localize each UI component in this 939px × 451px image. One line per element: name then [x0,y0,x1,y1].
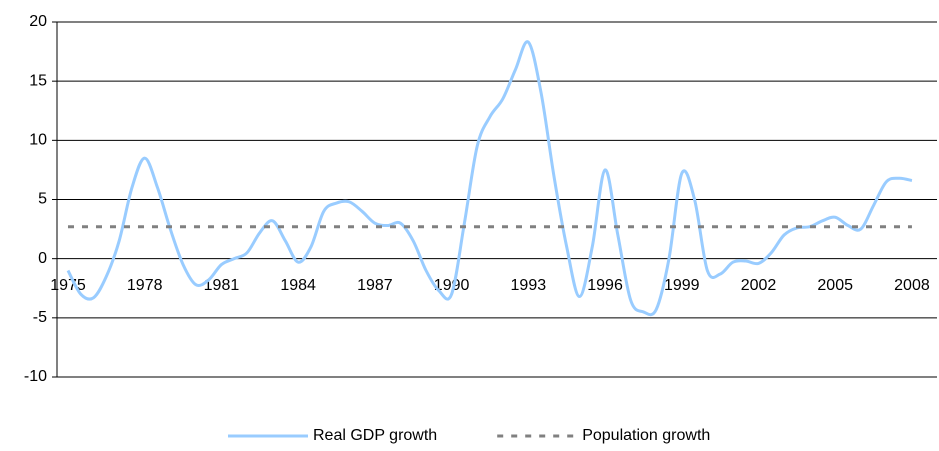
y-tick-label: 20 [29,13,47,30]
x-tick-label: 2002 [741,277,777,294]
x-tick-label: 1978 [127,277,163,294]
legend-label: Population growth [582,427,710,444]
x-tick-label: 1996 [587,277,623,294]
x-tick-label: 1975 [50,277,86,294]
y-tick-label: 5 [38,191,47,208]
y-tick-label: 0 [38,250,47,267]
x-tick-label: 1999 [664,277,700,294]
y-tick-label: -5 [33,309,47,326]
x-tick-label: 2005 [817,277,853,294]
y-tick-label: -10 [24,368,47,385]
x-tick-label: 1987 [357,277,393,294]
legend-label: Real GDP growth [313,427,437,444]
x-tick-label: 2008 [894,277,930,294]
x-tick-label: 1981 [204,277,240,294]
x-tick-label: 1993 [511,277,547,294]
data-line [66,40,913,317]
y-tick-label: 10 [29,132,47,149]
x-tick-label: 1984 [280,277,316,294]
y-tick-label: 15 [29,72,47,89]
x-tick-label: 1990 [434,277,470,294]
